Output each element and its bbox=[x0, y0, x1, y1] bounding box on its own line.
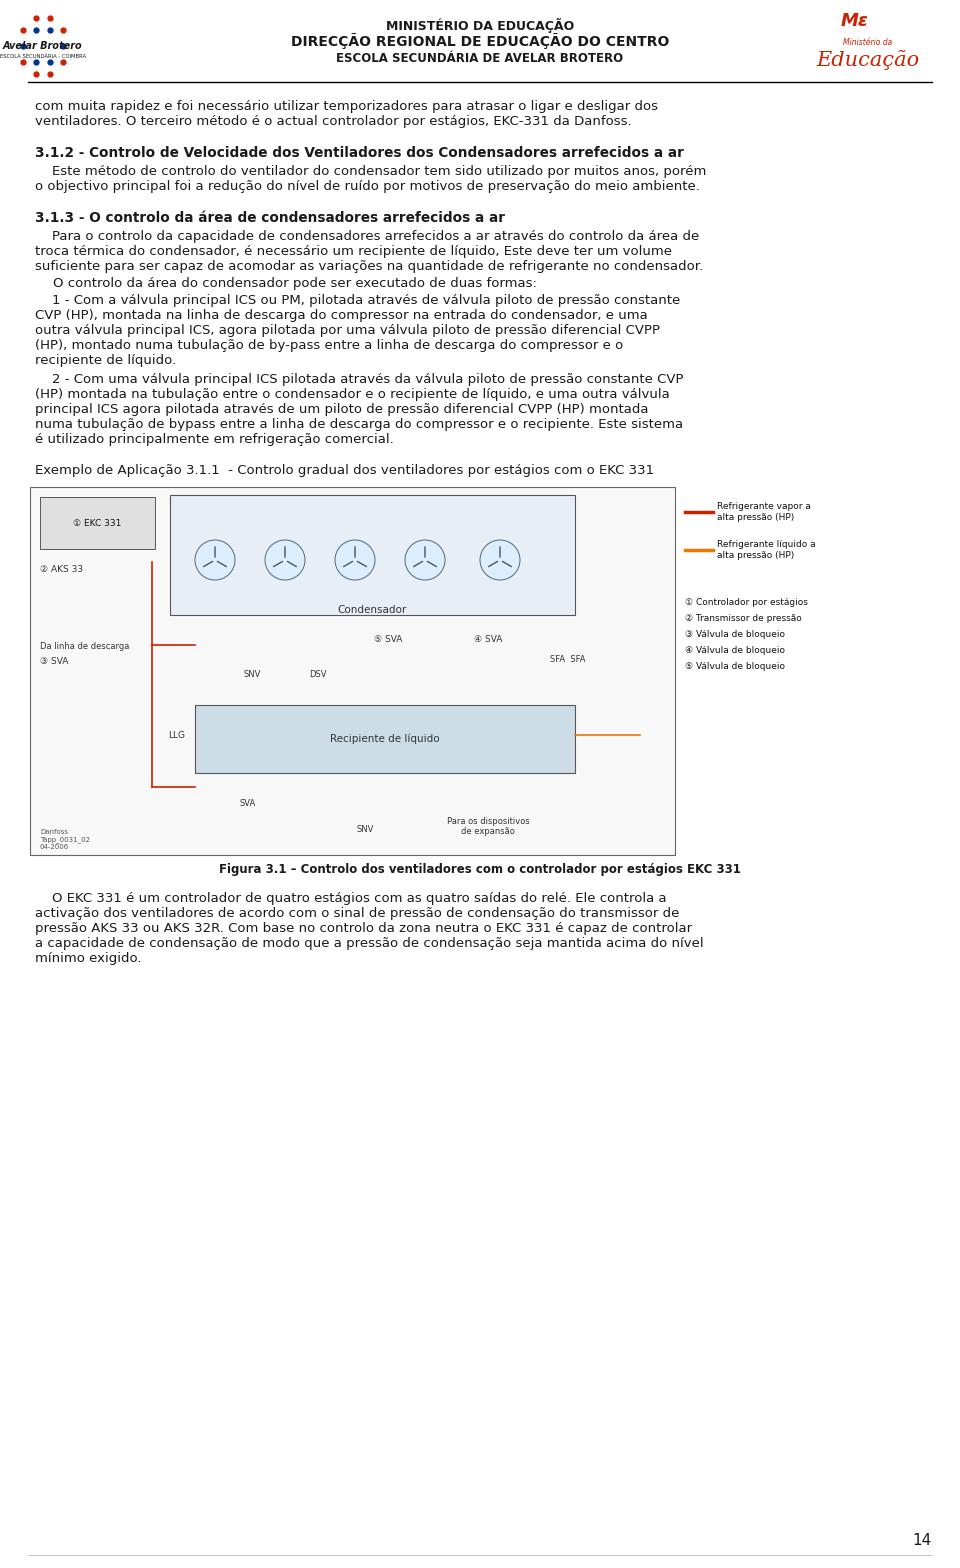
Text: 1 - Com a válvula principal ICS ou PM, pilotada através de válvula piloto de pre: 1 - Com a válvula principal ICS ou PM, p… bbox=[35, 295, 681, 307]
Text: O EKC 331 é um controlador de quatro estágios com as quatro saídas do relé. Ele : O EKC 331 é um controlador de quatro est… bbox=[35, 892, 666, 905]
Circle shape bbox=[195, 539, 235, 580]
Text: ③ SVA: ③ SVA bbox=[40, 657, 68, 666]
Text: ② Transmissor de pressão: ② Transmissor de pressão bbox=[685, 615, 802, 622]
Text: Recipiente de líquido: Recipiente de líquido bbox=[330, 734, 440, 745]
Text: (HP), montado numa tubulação de by-pass entre a linha de descarga do compressor : (HP), montado numa tubulação de by-pass … bbox=[35, 339, 623, 351]
Text: Refrigerante líquido a
alta pressão (HP): Refrigerante líquido a alta pressão (HP) bbox=[717, 541, 816, 560]
Text: 3.1.2 - Controlo de Velocidade dos Ventiladores dos Condensadores arrefecidos a : 3.1.2 - Controlo de Velocidade dos Venti… bbox=[35, 146, 684, 160]
Text: ④ Válvula de bloqueio: ④ Válvula de bloqueio bbox=[685, 646, 785, 655]
Text: ESCOLA SECUNDÁRIA - COIMBRA: ESCOLA SECUNDÁRIA - COIMBRA bbox=[0, 53, 86, 58]
Text: Refrigerante vapor a
alta pressão (HP): Refrigerante vapor a alta pressão (HP) bbox=[717, 502, 811, 522]
Text: principal ICS agora pilotada através de um piloto de pressão diferencial CVPP (H: principal ICS agora pilotada através de … bbox=[35, 403, 649, 416]
Text: 2 - Com uma válvula principal ICS pilotada através da válvula piloto de pressão : 2 - Com uma válvula principal ICS pilota… bbox=[35, 373, 684, 386]
Text: O controlo da área do condensador pode ser executado de duas formas:: O controlo da área do condensador pode s… bbox=[53, 278, 537, 290]
Text: DIRECÇÃO REGIONAL DE EDUCAÇÃO DO CENTRO: DIRECÇÃO REGIONAL DE EDUCAÇÃO DO CENTRO bbox=[291, 33, 669, 49]
Text: ⑤ Válvula de bloqueio: ⑤ Válvula de bloqueio bbox=[685, 662, 785, 671]
Text: Para os dispositivos
de expansão: Para os dispositivos de expansão bbox=[446, 817, 529, 836]
Bar bbox=[170, 495, 575, 615]
Text: com muita rapidez e foi necessário utilizar temporizadores para atrasar o ligar : com muita rapidez e foi necessário utili… bbox=[35, 100, 658, 113]
Text: ESCOLA SECUNDÁRIA DE AVELAR BROTERO: ESCOLA SECUNDÁRIA DE AVELAR BROTERO bbox=[336, 52, 624, 64]
Text: numa tubulação de bypass entre a linha de descarga do compressor e o recipiente.: numa tubulação de bypass entre a linha d… bbox=[35, 419, 684, 431]
Text: Este método de controlo do ventilador do condensador tem sido utilizado por muit: Este método de controlo do ventilador do… bbox=[35, 165, 707, 179]
Text: ④ SVA: ④ SVA bbox=[474, 635, 502, 644]
Text: SNV: SNV bbox=[243, 670, 261, 679]
Text: Educação: Educação bbox=[816, 50, 920, 71]
Text: ① EKC 331: ① EKC 331 bbox=[73, 519, 122, 527]
Text: MINISTÉRIO DA EDUCAÇÃO: MINISTÉRIO DA EDUCAÇÃO bbox=[386, 17, 574, 33]
Circle shape bbox=[335, 539, 375, 580]
Text: ① Controlador por estágios: ① Controlador por estágios bbox=[685, 597, 808, 607]
Text: 14: 14 bbox=[913, 1534, 932, 1548]
Bar bbox=[195, 706, 575, 773]
Text: mínimo exigido.: mínimo exigido. bbox=[35, 952, 141, 964]
Circle shape bbox=[265, 539, 305, 580]
Text: 3.1.3 - O controlo da área de condensadores arrefecidos a ar: 3.1.3 - O controlo da área de condensado… bbox=[35, 212, 505, 224]
Text: CVP (HP), montada na linha de descarga do compressor na entrada do condensador, : CVP (HP), montada na linha de descarga d… bbox=[35, 309, 648, 321]
Bar bbox=[30, 488, 675, 855]
Text: Exemplo de Aplicação 3.1.1  - Controlo gradual dos ventiladores por estágios com: Exemplo de Aplicação 3.1.1 - Controlo gr… bbox=[35, 464, 654, 477]
Text: Figura 3.1 – Controlo dos ventiladores com o controlador por estágios EKC 331: Figura 3.1 – Controlo dos ventiladores c… bbox=[219, 862, 741, 877]
Text: (HP) montada na tubulação entre o condensador e o recipiente de líquido, e uma o: (HP) montada na tubulação entre o conden… bbox=[35, 387, 670, 401]
Text: SFA  SFA: SFA SFA bbox=[550, 655, 586, 663]
Text: pressão AKS 33 ou AKS 32R. Com base no controlo da zona neutra o EKC 331 é capaz: pressão AKS 33 ou AKS 32R. Com base no c… bbox=[35, 922, 692, 935]
Text: SNV: SNV bbox=[356, 825, 373, 834]
Text: ② AKS 33: ② AKS 33 bbox=[40, 564, 84, 574]
Text: Mε: Mε bbox=[841, 13, 869, 30]
Text: activação dos ventiladores de acordo com o sinal de pressão de condensação do tr: activação dos ventiladores de acordo com… bbox=[35, 906, 680, 920]
Bar bbox=[40, 497, 155, 549]
Text: é utilizado principalmente em refrigeração comercial.: é utilizado principalmente em refrigeraç… bbox=[35, 433, 394, 445]
Text: ③ Válvula de bloqueio: ③ Válvula de bloqueio bbox=[685, 630, 785, 640]
Text: Da linha de descarga: Da linha de descarga bbox=[40, 641, 130, 651]
Text: suficiente para ser capaz de acomodar as variações na quantidade de refrigerante: suficiente para ser capaz de acomodar as… bbox=[35, 260, 703, 273]
Text: Condensador: Condensador bbox=[338, 605, 407, 615]
Text: Danfoss
Tapp_0031_02
04-2006: Danfoss Tapp_0031_02 04-2006 bbox=[40, 829, 90, 850]
Text: troca térmica do condensador, é necessário um recipiente de líquido, Este deve t: troca térmica do condensador, é necessár… bbox=[35, 245, 672, 259]
Text: o objectivo principal foi a redução do nível de ruído por motivos de preservação: o objectivo principal foi a redução do n… bbox=[35, 180, 700, 193]
Text: Ministério da: Ministério da bbox=[844, 38, 893, 47]
Text: DSV: DSV bbox=[309, 670, 326, 679]
Text: outra válvula principal ICS, agora pilotada por uma válvula piloto de pressão di: outra válvula principal ICS, agora pilot… bbox=[35, 325, 660, 337]
Text: ventiladores. O terceiro método é o actual controlador por estágios, EKC-331 da : ventiladores. O terceiro método é o actu… bbox=[35, 114, 632, 129]
Text: Avelar Brotero: Avelar Brotero bbox=[3, 41, 83, 52]
Text: Para o controlo da capacidade de condensadores arrefecidos a ar através do contr: Para o controlo da capacidade de condens… bbox=[35, 230, 699, 243]
Circle shape bbox=[405, 539, 445, 580]
Text: SVA: SVA bbox=[240, 800, 256, 808]
Circle shape bbox=[480, 539, 520, 580]
Text: recipiente de líquido.: recipiente de líquido. bbox=[35, 354, 176, 367]
Text: a capacidade de condensação de modo que a pressão de condensação seja mantida ac: a capacidade de condensação de modo que … bbox=[35, 938, 704, 950]
Text: ⑤ SVA: ⑤ SVA bbox=[373, 635, 402, 644]
Text: LLG: LLG bbox=[168, 731, 185, 740]
